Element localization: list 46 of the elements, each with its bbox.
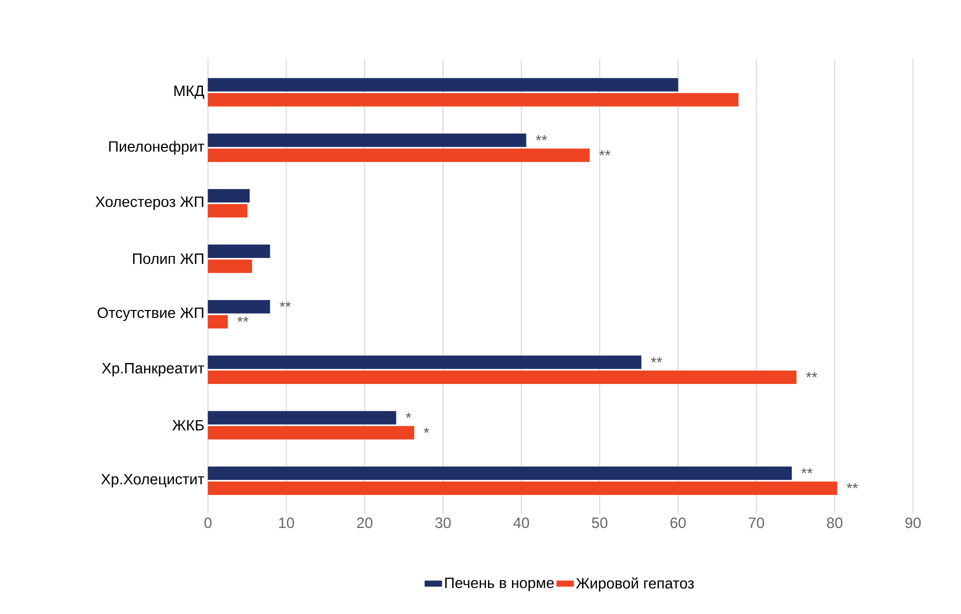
y-tick-label: МКД xyxy=(174,86,204,99)
x-tick-label: 40 xyxy=(513,518,530,528)
bar xyxy=(208,244,270,258)
x-tick-label: 70 xyxy=(748,518,764,528)
bar xyxy=(208,356,642,369)
bar xyxy=(208,466,792,480)
annotation: ** xyxy=(650,357,662,362)
y-tick-label: Полип ЖП xyxy=(133,254,204,264)
x-tick-label: 0 xyxy=(204,518,212,528)
x-tick-label: 10 xyxy=(279,518,294,528)
y-tick-label: Отсутствие ЖП xyxy=(98,307,204,322)
y-tick-label: Холестероз ЖП xyxy=(96,196,204,210)
bar xyxy=(208,148,590,162)
bar xyxy=(208,411,396,424)
legend-label: Жировой гепатоз xyxy=(576,577,694,592)
bar xyxy=(208,93,739,106)
annotation: ** xyxy=(801,468,812,474)
bar xyxy=(208,482,838,495)
bar xyxy=(208,78,678,92)
annotation: ** xyxy=(846,483,858,488)
x-tick-label: 60 xyxy=(670,518,686,528)
annotation: ** xyxy=(237,316,248,322)
annotation: ** xyxy=(599,150,610,156)
bar xyxy=(208,300,270,314)
bar xyxy=(208,315,228,328)
y-tick-label: Хр.Панкреатит xyxy=(102,363,204,376)
y-tick-label: Хр.Холецистит xyxy=(101,474,204,488)
annotation: * xyxy=(406,412,412,418)
annotation: ** xyxy=(536,135,547,140)
x-tick-label: 50 xyxy=(592,518,608,528)
bar xyxy=(208,204,248,218)
bar xyxy=(208,134,526,147)
y-tick-label: ЖКБ xyxy=(172,420,204,430)
bar xyxy=(208,260,252,273)
bar xyxy=(208,426,414,440)
y-tick-label: Пиелонефрит xyxy=(109,140,204,155)
bar xyxy=(208,370,796,384)
x-tick-label: 20 xyxy=(357,518,372,528)
x-tick-label: 90 xyxy=(905,518,921,528)
bar xyxy=(208,189,250,202)
legend-label: Печень в норме xyxy=(445,578,554,592)
x-tick-label: 30 xyxy=(435,518,451,528)
annotation: * xyxy=(424,428,430,433)
annotation: ** xyxy=(280,302,291,307)
x-tick-label: 80 xyxy=(827,518,842,528)
annotation: ** xyxy=(806,372,818,378)
